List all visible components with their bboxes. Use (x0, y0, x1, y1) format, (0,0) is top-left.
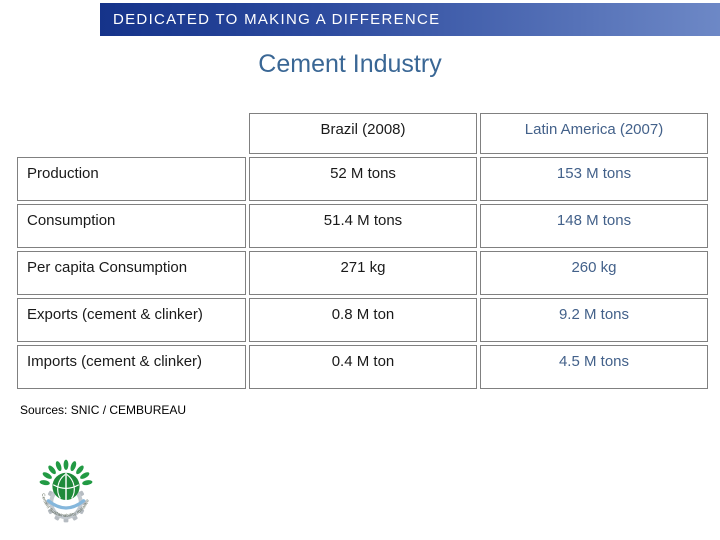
value-consumption-latam: 148 M tons (480, 204, 708, 248)
row-label-exports: Exports (cement & clinker) (17, 298, 246, 342)
row-label-per-capita-consumption: Per capita Consumption (17, 251, 246, 295)
table-corner-blank (17, 113, 246, 154)
cement-sustainability-initiative-logo-icon: Cement Sustainability Initiative (39, 459, 93, 523)
value-consumption-brazil: 51.4 M tons (249, 204, 477, 248)
value-per-capita-brazil: 271 kg (249, 251, 477, 295)
value-per-capita-latam: 260 kg (480, 251, 708, 295)
value-production-latam: 153 M tons (480, 157, 708, 201)
value-production-brazil: 52 M tons (249, 157, 477, 201)
value-imports-latam: 4.5 M tons (480, 345, 708, 389)
row-label-imports: Imports (cement & clinker) (17, 345, 246, 389)
value-exports-latam: 9.2 M tons (480, 298, 708, 342)
leaf-globe-icon (52, 472, 80, 500)
column-header-brazil: Brazil (2008) (249, 113, 477, 154)
page-title: Cement Industry (258, 50, 442, 78)
value-exports-brazil: 0.8 M ton (249, 298, 477, 342)
column-header-latam: Latin America (2007) (480, 113, 708, 154)
leaf-arc-icon (39, 459, 93, 486)
banner-text: DEDICATED TO MAKING A DIFFERENCE (113, 11, 441, 28)
sources-note: Sources: SNIC / CEMBUREAU (20, 403, 187, 417)
header-banner: DEDICATED TO MAKING A DIFFERENCE (100, 3, 720, 36)
data-table: Brazil (2008) Latin America (2007) Produ… (17, 113, 708, 389)
row-label-consumption: Consumption (17, 204, 246, 248)
swoosh-icon (46, 499, 86, 510)
row-label-production: Production (17, 157, 246, 201)
value-imports-brazil: 0.4 M ton (249, 345, 477, 389)
